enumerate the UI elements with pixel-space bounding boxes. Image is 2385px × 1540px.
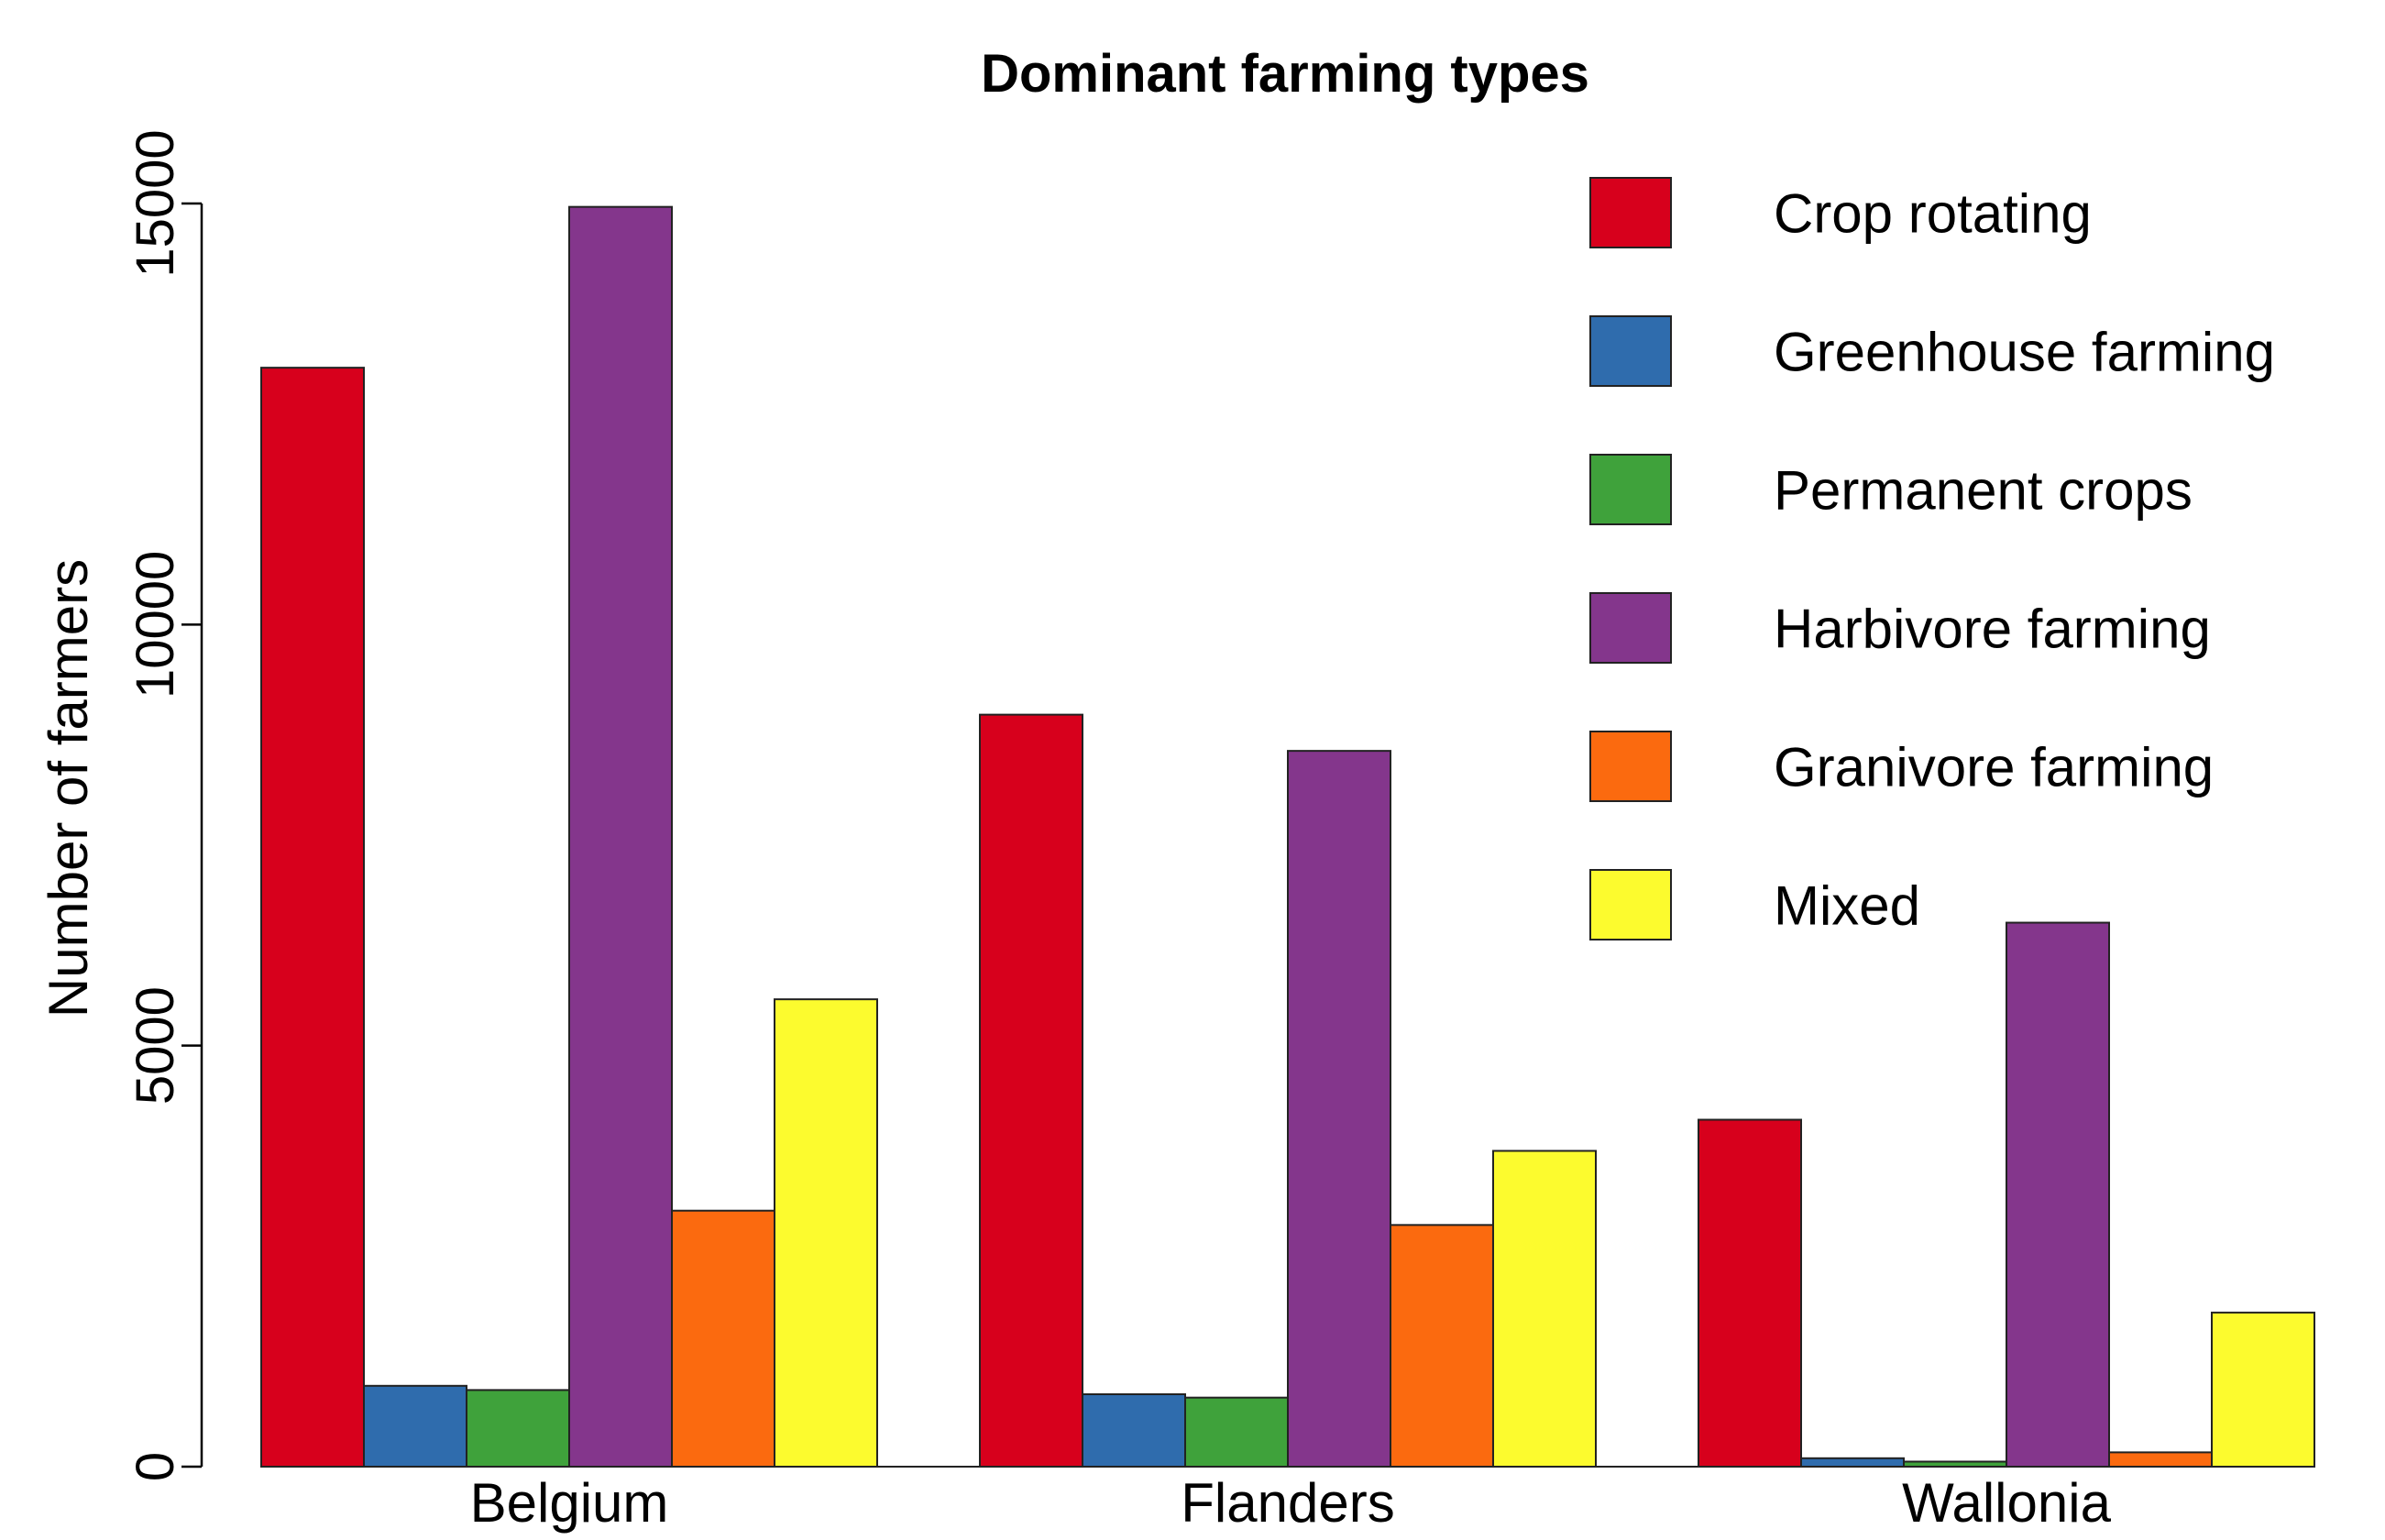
x-tick-label: Belgium — [470, 1472, 669, 1534]
bar-wallonia-mixed — [2211, 1311, 2315, 1468]
bar-belgium-granivore-farming — [671, 1209, 775, 1468]
y-tick-label: 0 — [126, 1452, 185, 1481]
bar-flanders-harbivore-farming — [1287, 750, 1391, 1468]
x-tick-label: Flanders — [1181, 1472, 1394, 1534]
x-axis-labels: Belgium Flanders Wallonia — [470, 1472, 2112, 1534]
bar-belgium-harbivore-farming — [568, 205, 673, 1468]
y-tick-label: 5000 — [126, 986, 185, 1105]
bar-flanders-crop-rotating — [979, 713, 1083, 1468]
legend-label: Permanent crops — [1774, 460, 2193, 522]
legend-label: Mixed — [1774, 875, 1920, 937]
bar-wallonia-harbivore-farming — [2006, 921, 2110, 1468]
bar-belgium-crop-rotating — [260, 367, 365, 1468]
legend-swatch — [1589, 869, 1672, 940]
legend-label: Granivore farming — [1774, 737, 2214, 798]
bar-belgium-greenhouse-farming — [363, 1384, 467, 1468]
y-axis: 0 5000 10000 15000 — [126, 129, 203, 1481]
y-axis-label: Number of farmers — [38, 559, 99, 1018]
bar-wallonia-crop-rotating — [1698, 1118, 1802, 1468]
bars-group — [260, 205, 2315, 1468]
legend-label: Harbivore farming — [1774, 599, 2211, 660]
bar-belgium-mixed — [774, 998, 878, 1468]
x-tick-label: Wallonia — [1902, 1472, 2112, 1534]
legend: Crop rotating Greenhouse farming Permanent… — [1589, 177, 2275, 940]
bar-flanders-granivore-farming — [1390, 1224, 1494, 1468]
bar-wallonia-granivore-farming — [2108, 1451, 2213, 1468]
legend-swatch — [1589, 731, 1672, 802]
y-tick-label: 15000 — [126, 129, 185, 277]
chart-title: Dominant farming types — [981, 44, 1589, 104]
legend-swatch — [1589, 177, 1672, 248]
legend-label: Crop rotating — [1774, 183, 2092, 245]
y-tick-label: 10000 — [126, 551, 185, 698]
bar-flanders-mixed — [1492, 1150, 1597, 1468]
bar-belgium-permanent-crops — [466, 1389, 570, 1468]
legend-swatch — [1589, 592, 1672, 664]
bar-flanders-permanent-crops — [1184, 1396, 1289, 1468]
legend-label: Greenhouse farming — [1774, 322, 2275, 383]
legend-swatch — [1589, 315, 1672, 387]
legend-swatch — [1589, 454, 1672, 525]
bar-wallonia-greenhouse-farming — [1800, 1457, 1905, 1468]
bar-flanders-greenhouse-farming — [1082, 1392, 1186, 1468]
